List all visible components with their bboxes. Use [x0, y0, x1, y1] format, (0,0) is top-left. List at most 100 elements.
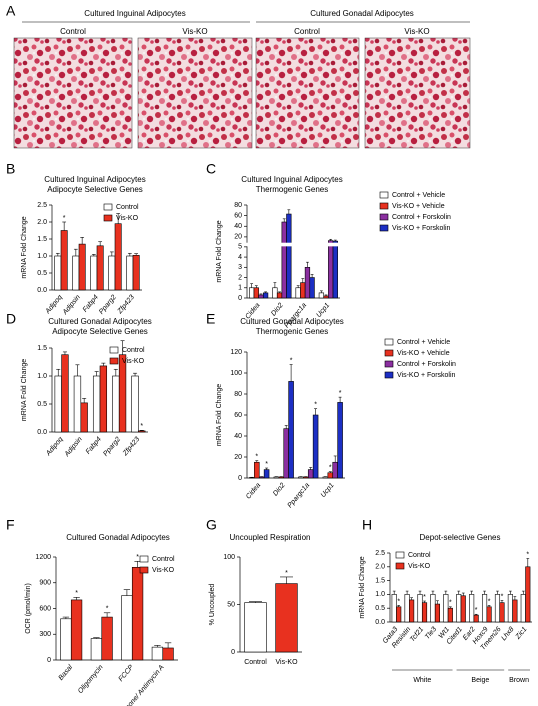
image-label: Vis-KO	[404, 27, 429, 36]
bar	[72, 255, 80, 291]
bar	[323, 295, 329, 299]
x-tick-label: Adipoq	[44, 294, 64, 316]
group-label: Beige	[471, 677, 489, 684]
group-title: Cultured Inguinal Adipocytes	[84, 9, 185, 18]
x-tick-label: Ppargc1a	[287, 482, 312, 510]
bar	[99, 365, 108, 433]
y-tick-label: 100	[223, 554, 235, 561]
bar	[162, 647, 174, 661]
panel-letter: F	[6, 517, 15, 533]
y-tick-label: 5	[238, 244, 242, 251]
legend-swatch	[103, 214, 113, 222]
bar	[288, 381, 294, 479]
group-label: White	[413, 677, 431, 684]
y-tick-label: 20	[234, 234, 242, 241]
bar	[92, 375, 101, 433]
y-tick-label: 60	[234, 412, 242, 419]
significance: *	[136, 554, 139, 561]
bar	[494, 594, 501, 623]
legend-swatch	[384, 371, 394, 379]
x-tick-label: Adipoq	[45, 436, 65, 458]
bar	[327, 472, 334, 479]
legend-label: Control + Vehicle	[397, 339, 450, 346]
bar	[499, 602, 505, 623]
bar	[121, 595, 133, 661]
panel-letter: B	[6, 161, 15, 177]
bar	[404, 594, 410, 623]
y-tick-label: 100	[230, 370, 242, 377]
significance: *	[475, 607, 478, 614]
bar	[481, 594, 488, 623]
y-tick-label: 0	[238, 475, 242, 482]
x-tick-label: Adipsin	[61, 294, 82, 317]
legend-swatch	[384, 338, 394, 346]
x-tick-label: Basal	[58, 664, 75, 682]
y-tick-label: 300	[39, 631, 51, 638]
bar	[253, 287, 259, 299]
bar	[473, 614, 479, 623]
y-axis-label: mRNA Fold Change	[359, 556, 366, 618]
y-axis-label: mRNA Fold Change	[21, 359, 28, 421]
panel-letter: C	[206, 161, 216, 177]
legend-swatch	[379, 202, 389, 210]
bar	[60, 618, 72, 661]
legend-label: Vis-KO + Vehicle	[397, 350, 450, 357]
bar	[520, 594, 526, 623]
x-tick-label: Lhx8	[500, 626, 515, 642]
legend-label: Vis-KO	[408, 563, 431, 570]
y-axis-label: mRNA Fold Change	[216, 220, 223, 282]
y-tick-label: 80	[234, 202, 242, 209]
y-axis-label: OCR (pmol/min)	[25, 583, 32, 634]
bar	[114, 223, 122, 291]
y-tick-label: 1.0	[37, 253, 47, 260]
bar	[303, 476, 309, 479]
bar	[332, 461, 338, 479]
bar	[131, 566, 144, 661]
x-tick-label: Fabp4	[85, 436, 103, 456]
bar	[295, 287, 301, 299]
x-tick-label: Oligomycin	[77, 664, 105, 695]
bar	[391, 594, 397, 623]
bar	[507, 594, 513, 623]
x-tick-label: Pparg2	[102, 436, 122, 458]
x-tick-label: Cidea	[245, 482, 262, 501]
panel-letter: E	[206, 311, 215, 327]
significance: *	[106, 606, 109, 613]
y-tick-label: 120	[230, 349, 242, 356]
panel-letter: D	[6, 311, 16, 327]
micrograph	[364, 37, 471, 149]
y-tick-label: 1.0	[37, 373, 47, 380]
chart-subtitle: Adipocyte Selective Genes	[47, 185, 143, 194]
y-tick-label: 2	[238, 274, 242, 281]
bar	[525, 566, 531, 623]
significance: *	[255, 454, 258, 461]
y-tick-label: 0.0	[37, 429, 47, 436]
bar	[61, 354, 69, 433]
y-tick-label: 20	[234, 454, 242, 461]
y-tick-label: 1.5	[37, 236, 47, 243]
legend-swatch	[395, 562, 405, 570]
x-tick-label: Tle3	[424, 626, 438, 641]
bar	[262, 292, 269, 299]
bar	[430, 594, 436, 623]
chart-title: Cultured Gonadal Adipocytes	[240, 317, 344, 326]
legend-label: Control	[408, 552, 431, 559]
y-tick-label: 0.5	[375, 605, 385, 612]
bar	[54, 375, 62, 433]
significance: *	[285, 570, 288, 577]
y-tick-label: 2.5	[375, 550, 385, 557]
legend-label: Control + Forskolin	[392, 214, 451, 221]
chart-title: Cultured Inguinal Adipocytes	[241, 175, 342, 184]
x-tick-label: Dio2	[270, 302, 285, 318]
bar	[307, 469, 314, 479]
y-tick-label: 1.5	[375, 577, 385, 584]
legend-swatch	[384, 349, 394, 357]
x-tick-label: Zfp423	[116, 294, 136, 316]
panel-letter: H	[362, 517, 372, 533]
legend-swatch	[384, 360, 394, 368]
significance: *	[449, 600, 452, 607]
panel-letter: A	[6, 3, 16, 19]
bar	[131, 375, 139, 433]
bar	[396, 606, 402, 623]
